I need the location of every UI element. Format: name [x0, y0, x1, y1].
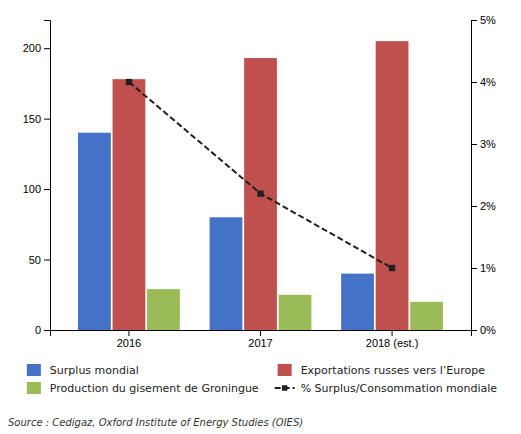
x-tick: 2018 (est.) — [366, 330, 419, 349]
axis-line — [44, 21, 51, 331]
tick-mark — [44, 260, 50, 261]
legend-label: Exportations russes vers l’Europe — [301, 364, 485, 377]
legend-item: Surplus mondial — [27, 364, 139, 377]
tick-label: 3% — [480, 138, 496, 150]
legend: Surplus mondial Exportations russes vers … — [27, 364, 497, 395]
marker — [257, 190, 263, 196]
y-axis: 0 50 100 150 200 — [23, 21, 51, 337]
legend-swatch — [27, 364, 41, 376]
tick-mark — [471, 206, 477, 207]
bar — [244, 58, 277, 330]
y2-axis: 0% 1% 2% 3% 4% 5% — [471, 14, 496, 336]
x-axis: 2016 2017 2018 (est.) — [51, 330, 472, 349]
marker — [126, 79, 132, 85]
tick-label: 4% — [480, 76, 496, 88]
y2-tick: 4% — [471, 76, 496, 88]
marks — [78, 41, 443, 330]
line — [129, 82, 392, 268]
legend-item: % Surplus/Consommation mondiale — [275, 382, 498, 395]
line-series — [126, 79, 395, 271]
y-tick: 200 — [23, 42, 50, 54]
tick-label: 2017 — [248, 337, 272, 349]
y2-tick: 1% — [471, 262, 496, 274]
tick-mark — [44, 189, 50, 190]
legend-swatch — [278, 364, 292, 376]
chart: 0 50 100 150 200 0% 1% 2% 3% 4% 5% 2016 2017 2018 (es… — [0, 0, 521, 434]
legend-swatch — [27, 382, 41, 394]
x-tick: 2016 — [117, 330, 141, 349]
legend-item: Exportations russes vers l’Europe — [278, 364, 485, 377]
y-tick: 50 — [29, 254, 50, 266]
y-tick: 100 — [23, 183, 50, 195]
source-note: Source : Cedigaz, Oxford Institute of En… — [8, 417, 303, 428]
bar — [410, 302, 443, 330]
tick-label: 150 — [23, 113, 41, 125]
marker — [389, 265, 395, 271]
tick-mark — [471, 144, 477, 145]
y-tick: 150 — [23, 113, 50, 125]
tick-mark — [260, 330, 261, 336]
bar-series — [147, 289, 443, 330]
bar — [78, 133, 111, 330]
tick-label: 2016 — [117, 337, 141, 349]
bar — [376, 41, 409, 330]
tick-mark — [392, 330, 393, 336]
y2-tick: 3% — [471, 138, 496, 150]
legend-item: Production du gisement de Groningue — [27, 382, 259, 395]
bar — [147, 289, 180, 330]
legend-label: % Surplus/Consommation mondiale — [301, 382, 498, 395]
y2-tick: 5% — [471, 14, 496, 26]
legend-marker — [282, 385, 287, 390]
tick-mark — [128, 330, 129, 336]
tick-mark — [44, 48, 50, 49]
legend-label: Surplus mondial — [50, 364, 139, 377]
tick-label: 2% — [480, 200, 496, 212]
legend-label: Production du gisement de Groningue — [50, 382, 259, 395]
bar — [210, 217, 243, 330]
tick-label: 1% — [480, 262, 496, 274]
tick-label: 100 — [23, 183, 41, 195]
plot-area: 0 50 100 150 200 0% 1% 2% 3% 4% 5% 2016 2017 2018 (es… — [23, 14, 496, 349]
tick-label: 0 — [35, 324, 41, 336]
x-tick: 2017 — [248, 330, 272, 349]
y2-tick: 2% — [471, 200, 496, 212]
tick-label: 0% — [480, 324, 496, 336]
tick-mark — [44, 119, 50, 120]
bar-series — [113, 41, 409, 330]
tick-mark — [471, 268, 477, 269]
y-tick: 0 — [35, 324, 50, 336]
tick-label: 5% — [480, 14, 496, 26]
tick-mark — [44, 330, 50, 331]
tick-label: 200 — [23, 42, 41, 54]
axis-line — [472, 21, 478, 331]
y2-tick: 0% — [471, 324, 496, 336]
tick-label: 2018 (est.) — [366, 337, 419, 349]
tick-mark — [471, 82, 477, 83]
axis-line — [51, 331, 472, 337]
bar — [279, 295, 312, 330]
tick-label: 50 — [29, 254, 41, 266]
bar — [113, 79, 146, 330]
bar — [341, 274, 374, 330]
tick-mark — [471, 20, 477, 21]
